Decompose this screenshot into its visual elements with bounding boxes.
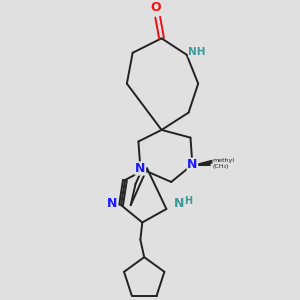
- Text: O: O: [151, 1, 161, 14]
- Text: N: N: [187, 158, 198, 171]
- Text: N: N: [174, 197, 184, 210]
- Text: methyl
(CH₃): methyl (CH₃): [213, 158, 235, 169]
- Text: N: N: [135, 162, 146, 175]
- Text: N: N: [107, 197, 118, 210]
- Text: H: H: [184, 196, 192, 206]
- Text: NH: NH: [188, 47, 206, 57]
